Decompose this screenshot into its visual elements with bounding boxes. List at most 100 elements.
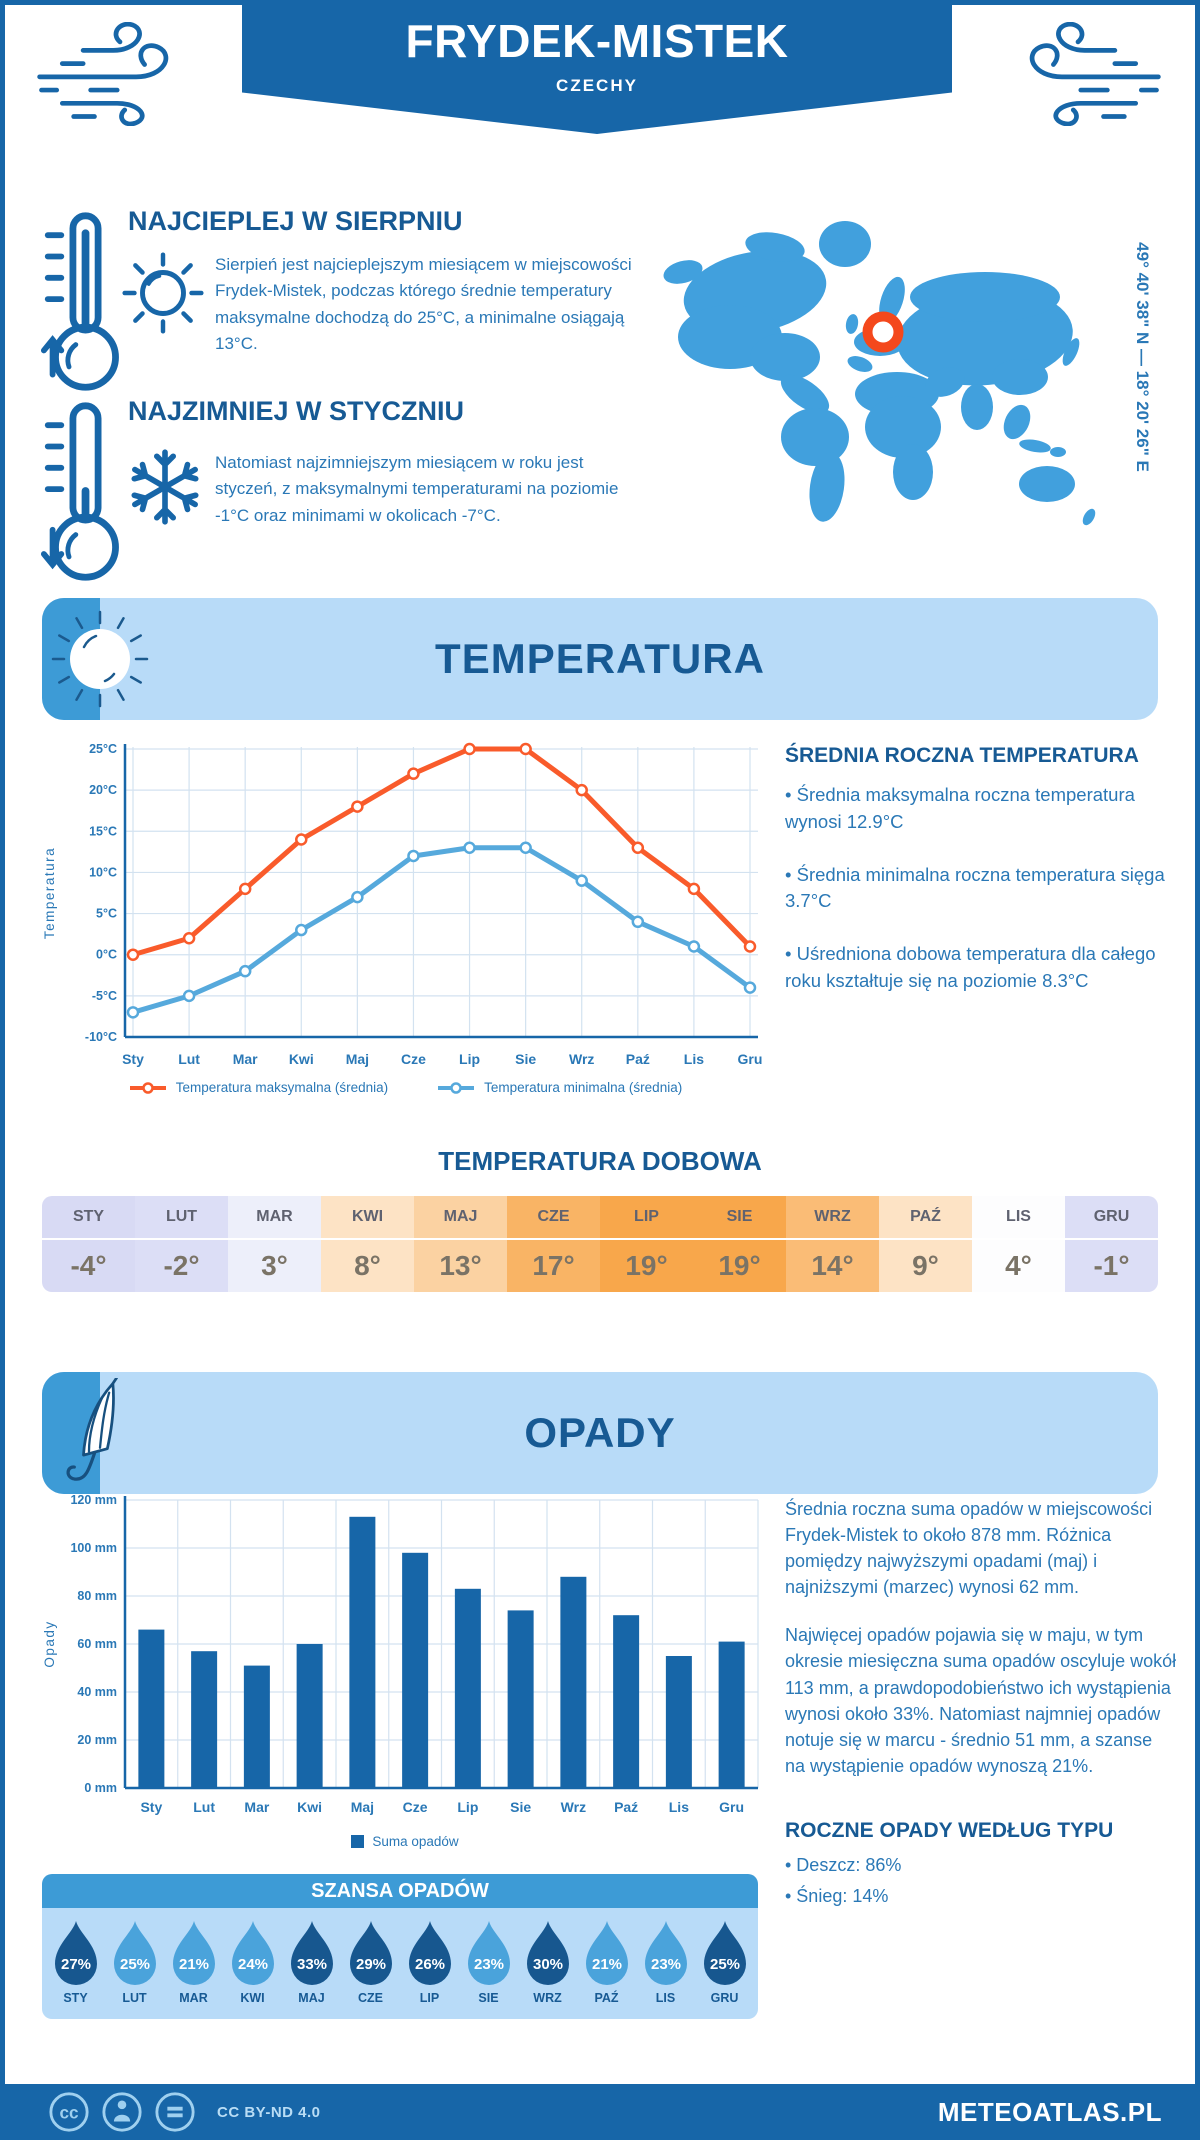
drop-percent: 21% [178,1956,208,1973]
data-point [182,989,196,1003]
data-point [126,948,140,961]
y-tick-label: 20 mm [77,1733,117,1747]
rain-drop: 30% WRZ [518,1920,577,2005]
drop-month-label: SIE [478,1991,499,2005]
drop-icon: 29% [349,1921,392,1986]
drop-icon: 27% [54,1921,97,1986]
continents [663,221,1096,526]
precip-bar [560,1576,587,1788]
highlight-cold-text: Natomiast najzimniejszym miesiącem w rok… [215,453,619,525]
precipitation-paragraph: Średnia roczna suma opadów w miejscowośc… [785,1499,1153,1598]
x-tick-label: Sie [515,1051,536,1067]
drop-icon: 26% [408,1921,451,1986]
data-point [687,940,701,953]
month-cell: KWI [321,1196,414,1240]
precipitation-type-bullet: • Deszcz: 86% [785,1854,902,1875]
rain-drop: 27% STY [46,1920,105,2005]
data-point [295,833,308,846]
value-cell: 19° [718,1250,761,1281]
table-column: LUT -2° [135,1196,228,1292]
legend-item: Temperatura maksymalna (średnia) [128,1080,388,1095]
attribution-person-icon [102,2092,142,2132]
value-cell: -1° [1093,1250,1130,1281]
annual-temperature-panel: ŚREDNIA ROCZNA TEMPERATURA • Średnia mak… [785,744,1170,1021]
page-border-right [1195,0,1200,2140]
precip-bar [138,1629,165,1788]
y-tick-label: -10°C [85,1030,117,1044]
drop-month-label: LUT [122,1991,147,2005]
rain-chance-title: SZANSA OPADÓW [42,1874,758,1908]
drop-month-label: PAŹ [594,1991,619,2005]
y-tick-label: 80 mm [77,1589,117,1603]
month-cell: LIP [600,1196,693,1240]
highlight-cold-heading: NAJZIMNIEJ W STYCZNIU [128,396,465,426]
svg-text:cc: cc [59,2103,79,2123]
x-tick-label: Gru [738,1051,763,1067]
drop-icon: 25% [703,1921,746,1986]
y-tick-label: 60 mm [77,1637,117,1651]
rain-drop: 23% SIE [459,1920,518,2005]
x-tick-label: Paź [626,1051,650,1067]
x-tick-label: Lip [457,1799,478,1815]
data-point [295,923,308,937]
x-tick-label: Cze [403,1799,428,1815]
month-cell: LIS [972,1196,1065,1240]
data-point [238,964,252,978]
table-column: GRU -1° [1065,1196,1158,1292]
footer: cc CC BY-ND 4.0 METEOATLAS.PL [0,2084,1200,2140]
precipitation-bar-chart: 0 mm 20 mm 40 mm 60 mm 80 mm 100 mm 120 mm Sty L… [42,1494,759,1815]
x-tick-label: Cze [401,1051,426,1067]
x-tick-label: Wrz [561,1799,586,1815]
y-tick-label: 15°C [89,824,117,838]
legend-item: Temperatura minimalna (średnia) [436,1080,682,1095]
precip-bar [402,1552,429,1788]
data-point [463,841,476,854]
x-tick-label: Paź [614,1799,638,1815]
drop-percent: 21% [591,1956,621,1973]
value-cell: -2° [163,1250,200,1281]
daily-temperature-table: STY -4° LUT -2° MAR 3° KWI 8° MAJ 13° CZE 17° LIP 19°… [42,1196,1158,1292]
data-point [351,800,364,813]
drop-percent: 25% [119,1956,149,1973]
y-tick-label: -5°C [92,989,117,1003]
drop-icon: 21% [585,1921,628,1986]
drop-month-label: LIS [655,1991,676,2005]
rain-drop: 25% GRU [695,1920,754,2005]
x-tick-label: Lis [684,1051,704,1067]
annual-bullet: • Średnia maksymalna roczna temperatura … [785,784,1135,832]
value-cell: 8° [354,1250,381,1281]
data-point [631,915,645,929]
drop-month-label: WRZ [533,1991,562,2005]
value-cell: 9° [912,1250,939,1281]
month-cell: GRU [1065,1196,1158,1240]
y-tick-label: 0°C [96,948,117,962]
y-tick-label: 0 mm [84,1781,117,1795]
data-point [351,890,364,904]
value-cell: -4° [70,1250,107,1281]
month-cell: CZE [507,1196,600,1240]
data-point [743,940,757,953]
rain-drop: 21% MAR [164,1920,223,2005]
y-tick-label: 20°C [89,783,117,797]
y-tick-label: 25°C [89,742,117,756]
table-column: KWI 8° [321,1196,414,1292]
temperature-line-chart: -10°C -5°C 0°C 5°C 10°C 15°C 20°C 25°C Sty Lut Mar… [42,742,763,1067]
legend-item: Suma opadów [351,1834,459,1849]
drop-percent: 23% [650,1956,680,1973]
x-tick-label: Maj [351,1799,374,1815]
month-cell: MAR [228,1196,321,1240]
data-point [519,841,532,854]
cc-icon: cc [49,2092,89,2132]
value-cell: 19° [625,1250,668,1281]
drop-icon: 24% [231,1921,274,1986]
precip-bar [191,1651,218,1788]
drop-icon: 25% [113,1921,156,1986]
rain-drop: 26% LIP [400,1920,459,2005]
precip-bar [718,1641,745,1788]
x-tick-label: Gru [719,1799,744,1815]
line-series [130,845,753,1015]
drop-percent: 23% [473,1956,503,1973]
highlight-warm-heading: NAJCIEPLEJ W SIERPNIU [128,206,463,236]
x-tick-label: Sty [122,1051,144,1067]
temperature-chart-legend: Temperatura maksymalna (średnia) Temperat… [40,1080,770,1095]
